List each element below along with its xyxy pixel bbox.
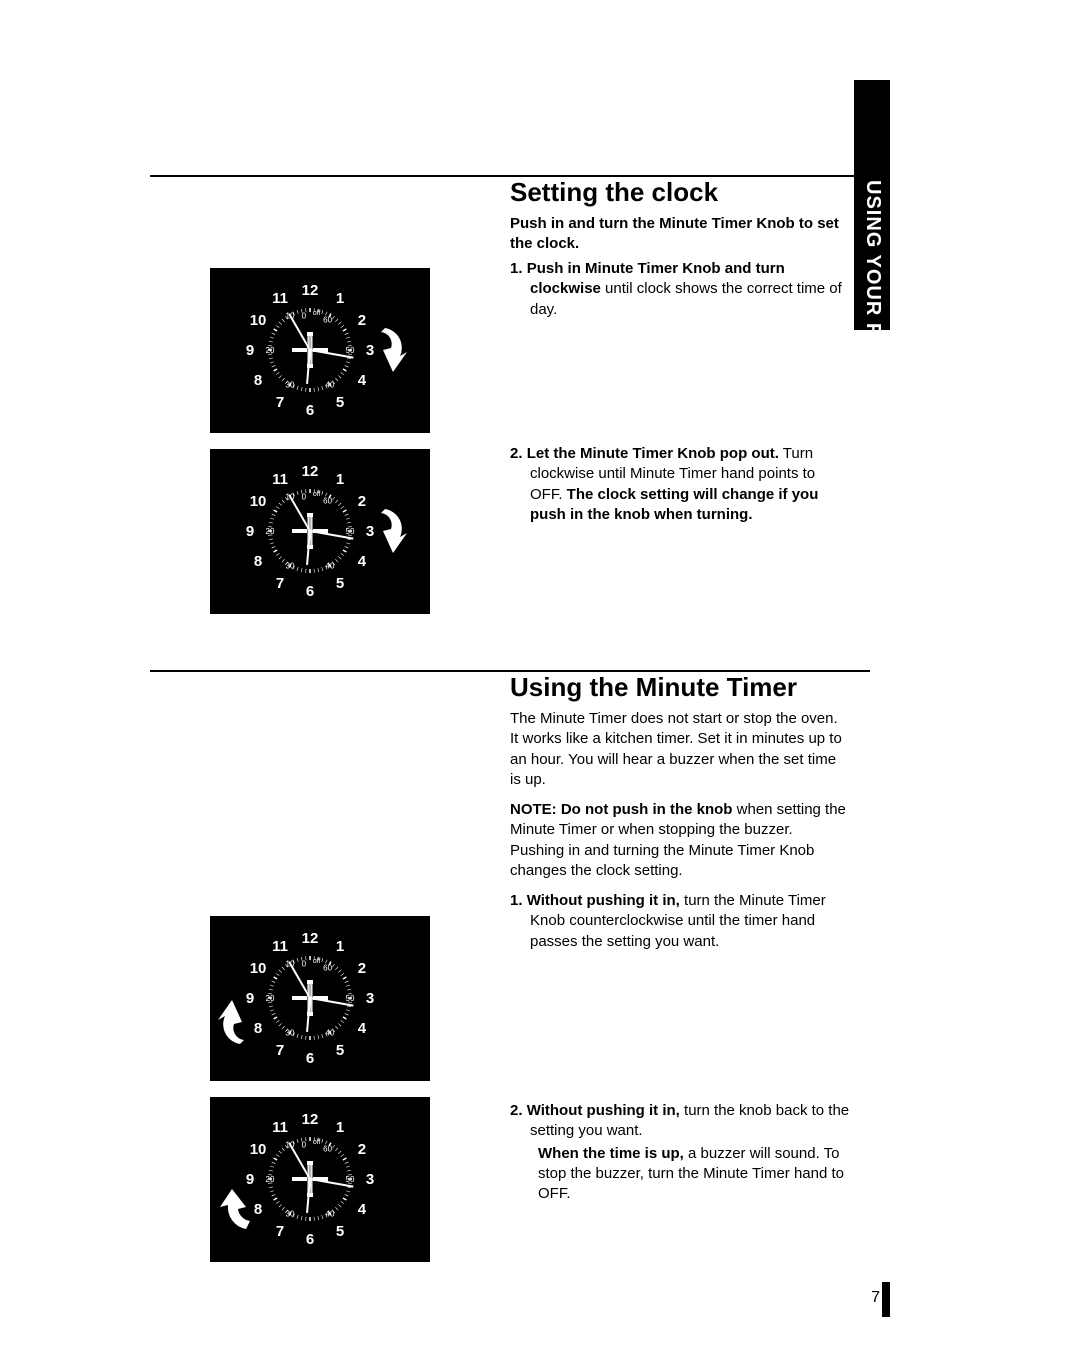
svg-text:11: 11 <box>272 1119 288 1136</box>
svg-text:12: 12 <box>302 463 319 480</box>
page-content: 1212345678910110off605040302010 12123456… <box>150 175 870 1278</box>
svg-text:9: 9 <box>246 342 254 359</box>
svg-text:12: 12 <box>302 1111 319 1128</box>
clock-diagram-1: 1212345678910110off605040302010 <box>210 268 430 433</box>
svg-text:11: 11 <box>272 938 288 955</box>
svg-text:60: 60 <box>323 1145 332 1154</box>
svg-text:4: 4 <box>358 1020 367 1037</box>
svg-text:9: 9 <box>246 523 254 540</box>
svg-text:10: 10 <box>250 312 267 329</box>
step-1-2-num: 2. <box>510 445 523 462</box>
heading-setting-clock: Setting the clock <box>510 177 850 208</box>
svg-text:12: 12 <box>302 930 319 947</box>
step-1-2-bold2: The clock setting will change if you pus… <box>530 486 818 523</box>
svg-text:60: 60 <box>323 316 332 325</box>
svg-text:1: 1 <box>336 471 344 488</box>
svg-text:6: 6 <box>306 583 314 600</box>
svg-text:7: 7 <box>276 1223 284 1240</box>
clock-svg-3: 1212345678910110off605040302010 <box>210 916 430 1081</box>
arrow-cw-icon <box>381 509 407 553</box>
svg-text:10: 10 <box>250 493 267 510</box>
step-2-2-num: 2. <box>510 1102 523 1119</box>
svg-text:2: 2 <box>358 960 366 977</box>
clock-diagram-4: 1212345678910110off605040302010 <box>210 1097 430 1262</box>
svg-text:3: 3 <box>366 342 374 359</box>
svg-text:7: 7 <box>276 1042 284 1059</box>
arrow-cw-icon <box>381 328 407 372</box>
arrow-ccw-icon <box>218 1000 244 1044</box>
left-col-1: 1212345678910110off605040302010 12123456… <box>150 177 480 630</box>
note-minute-timer: NOTE: Do not push in the knob when setti… <box>510 800 850 881</box>
svg-text:2: 2 <box>358 1141 366 1158</box>
clock-svg-1: 1212345678910110off605040302010 <box>210 268 430 433</box>
clock-diagram-2: 1212345678910110off605040302010 <box>210 449 430 614</box>
step-2-2-indent-bold: When the time is up, <box>538 1145 684 1162</box>
svg-text:2: 2 <box>358 493 366 510</box>
intro-minute-timer: The Minute Timer does not start or stop … <box>510 709 850 790</box>
svg-text:2: 2 <box>358 312 366 329</box>
step-2-1-num: 1. <box>510 892 523 909</box>
step-1-1-num: 1. <box>510 260 523 277</box>
svg-text:10: 10 <box>250 960 267 977</box>
section-minute-timer: 1212345678910110off605040302010 12123456… <box>150 672 870 1278</box>
svg-text:4: 4 <box>358 372 367 389</box>
svg-text:1: 1 <box>336 938 344 955</box>
svg-text:1: 1 <box>336 290 344 307</box>
svg-text:0: 0 <box>302 311 307 320</box>
step-1-1: 1. Push in Minute Timer Knob and turn cl… <box>510 259 850 434</box>
step-1-2-bold1: Let the Minute Timer Knob pop out. <box>527 445 779 462</box>
svg-text:9: 9 <box>246 1171 254 1188</box>
clock-svg-4: 1212345678910110off605040302010 <box>210 1097 430 1262</box>
svg-text:60: 60 <box>323 497 332 506</box>
step-2-2-bold1: Without pushing it in, <box>527 1102 680 1119</box>
svg-text:8: 8 <box>254 1201 262 1218</box>
svg-text:5: 5 <box>336 394 344 411</box>
svg-text:0: 0 <box>302 1140 307 1149</box>
step-1-2: 2. Let the Minute Timer Knob pop out. Tu… <box>510 444 850 525</box>
step-2-2: 2. Without pushing it in, turn the knob … <box>510 1101 850 1204</box>
step-2-1: 1. Without pushing it in, turn the Minut… <box>510 891 850 1091</box>
svg-text:6: 6 <box>306 402 314 419</box>
svg-text:6: 6 <box>306 1231 314 1248</box>
svg-text:4: 4 <box>358 1201 367 1218</box>
left-col-2: 1212345678910110off605040302010 12123456… <box>150 672 480 1278</box>
page-number: 7 <box>871 1289 880 1307</box>
right-col-2: Using the Minute Timer The Minute Timer … <box>510 672 850 1278</box>
note-bold: NOTE: Do not push in the knob <box>510 801 732 818</box>
svg-text:9: 9 <box>246 990 254 1007</box>
svg-text:5: 5 <box>336 1223 344 1240</box>
clock-diagram-3: 1212345678910110off605040302010 <box>210 916 430 1081</box>
svg-text:5: 5 <box>336 575 344 592</box>
svg-text:8: 8 <box>254 553 262 570</box>
svg-text:60: 60 <box>323 964 332 973</box>
step-2-1-bold: Without pushing it in, <box>527 892 680 909</box>
svg-text:8: 8 <box>254 372 262 389</box>
arrow-up-ccw-icon <box>220 1189 250 1229</box>
clock-svg-2: 1212345678910110off605040302010 <box>210 449 430 614</box>
svg-text:11: 11 <box>272 290 288 307</box>
svg-text:0: 0 <box>302 492 307 501</box>
svg-text:4: 4 <box>358 553 367 570</box>
svg-text:7: 7 <box>276 575 284 592</box>
svg-text:6: 6 <box>306 1050 314 1067</box>
svg-text:12: 12 <box>302 282 319 299</box>
svg-text:3: 3 <box>366 990 374 1007</box>
svg-text:1: 1 <box>336 1119 344 1136</box>
svg-text:3: 3 <box>366 1171 374 1188</box>
page-number-bar <box>882 1282 890 1317</box>
svg-text:7: 7 <box>276 394 284 411</box>
svg-text:0: 0 <box>302 959 307 968</box>
svg-text:5: 5 <box>336 1042 344 1059</box>
svg-text:3: 3 <box>366 523 374 540</box>
svg-text:11: 11 <box>272 471 288 488</box>
svg-text:10: 10 <box>250 1141 267 1158</box>
right-col-1: Setting the clock Push in and turn the M… <box>510 177 850 630</box>
heading-minute-timer: Using the Minute Timer <box>510 672 850 703</box>
svg-text:8: 8 <box>254 1020 262 1037</box>
intro-setting-clock: Push in and turn the Minute Timer Knob t… <box>510 214 850 253</box>
section-setting-clock: 1212345678910110off605040302010 12123456… <box>150 177 870 630</box>
